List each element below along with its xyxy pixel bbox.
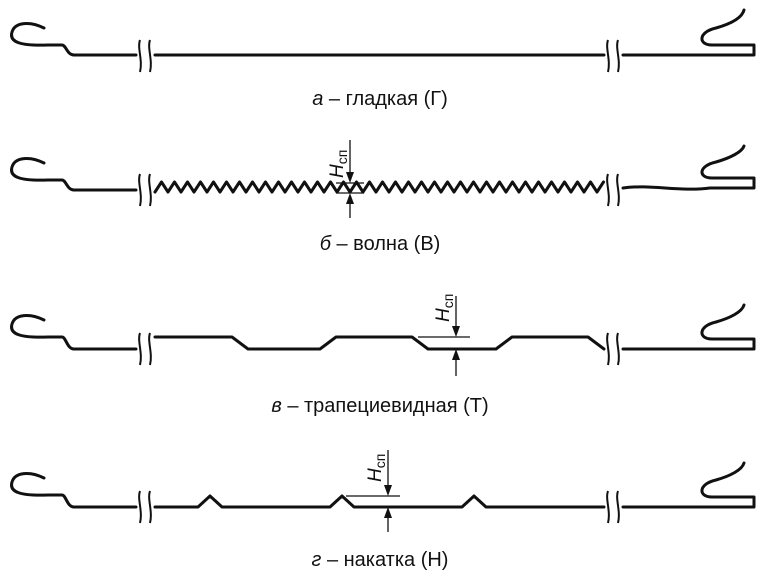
height-dimension: Hсп bbox=[346, 450, 400, 532]
break-mark-left bbox=[138, 332, 152, 366]
left-seam-hook bbox=[10, 157, 138, 192]
panel-caption: в – трапециевидная (Т) bbox=[271, 395, 488, 417]
break-mark-left bbox=[138, 490, 152, 524]
panel-smooth: а – гладкая (Г) bbox=[10, 8, 756, 110]
right-seam-hook bbox=[621, 303, 756, 351]
trapezoid-profile-line bbox=[153, 335, 606, 351]
panel-caption: г – накатка (Н) bbox=[312, 549, 449, 571]
break-mark-right bbox=[606, 173, 620, 207]
height-dimension: Hсп bbox=[418, 294, 470, 376]
knurl-profile-line bbox=[153, 494, 606, 509]
right-seam-hook bbox=[621, 8, 756, 57]
height-label: Hсп bbox=[433, 294, 456, 322]
height-label: Hсп bbox=[327, 150, 350, 178]
break-mark-right bbox=[606, 490, 620, 524]
break-mark-left bbox=[138, 39, 152, 73]
panel-wave: Hсп б – волна (В) bbox=[10, 140, 756, 255]
panel-trapezoidal: Hсп в – трапециевидная (Т) bbox=[10, 294, 756, 417]
left-seam-hook bbox=[10, 314, 138, 351]
wave-profile-line bbox=[153, 180, 605, 194]
left-seam-hook bbox=[10, 472, 138, 509]
panel-caption: а – гладкая (Г) bbox=[312, 88, 448, 110]
height-label: Hсп bbox=[365, 454, 388, 482]
panel-caption: б – волна (В) bbox=[320, 233, 441, 255]
right-seam-hook bbox=[621, 144, 756, 191]
left-seam-hook bbox=[10, 22, 138, 57]
break-mark-right bbox=[606, 332, 620, 366]
panel-knurled: Hсп г – накатка (Н) bbox=[10, 450, 756, 571]
right-seam-hook bbox=[621, 461, 756, 509]
break-mark-left bbox=[138, 173, 152, 207]
height-dimension: Hсп bbox=[327, 140, 364, 218]
break-mark-right bbox=[606, 39, 620, 73]
